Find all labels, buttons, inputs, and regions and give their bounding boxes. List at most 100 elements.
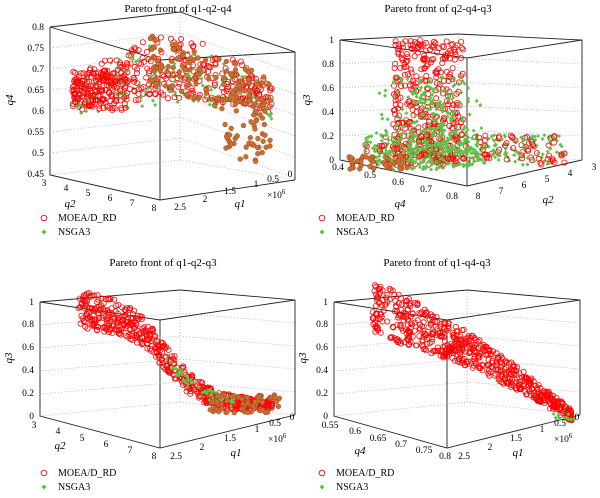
scatter-point-moead <box>422 47 429 54</box>
grid-line <box>39 381 181 395</box>
scatter-point-moead <box>96 105 103 112</box>
scatter-point-moead <box>532 392 539 399</box>
scatter-point-nsga3 <box>474 99 479 103</box>
scatter-point-nsga3 <box>398 116 403 121</box>
scatter-point-moead <box>430 329 437 336</box>
scatter-point-nsga3 <box>429 80 433 85</box>
scatter-point-moead <box>404 100 411 107</box>
scatter-point-moead <box>126 306 133 313</box>
y-axis-label: q2 <box>543 194 555 206</box>
scatter-point-moead <box>96 102 103 109</box>
scatter-point-moead <box>147 58 154 65</box>
scatter-point-nsga3 <box>479 126 484 131</box>
scatter-point-moead <box>157 34 164 41</box>
scatter-point-moead <box>79 78 86 85</box>
scatter-point-moead <box>402 153 409 160</box>
scatter-point-moead <box>435 85 442 92</box>
scatter-point-nsga3 <box>440 151 445 156</box>
scatter-point-moead <box>228 72 235 78</box>
scatter-point-moead <box>522 374 529 381</box>
scatter-point-moead <box>549 403 556 410</box>
legend-label: NSGA3 <box>58 227 90 238</box>
scatter-point-nsga3 <box>435 87 440 92</box>
scatter-point-moead <box>458 45 465 52</box>
scatter-point-nsga3 <box>433 129 438 134</box>
scatter-point-nsga3 <box>451 164 456 169</box>
scatter-point-moead <box>209 57 216 64</box>
scatter-point-moead <box>123 60 130 67</box>
tick-label: 4 <box>64 184 69 194</box>
scatter-point-moead <box>176 69 183 75</box>
scatter-point-nsga3 <box>424 97 429 102</box>
scatter-point-moead <box>527 378 534 385</box>
scatter-point-moead <box>261 121 267 128</box>
scatter-point-moead <box>102 296 109 303</box>
scatter-point-moead <box>111 296 118 303</box>
scatter-point-moead <box>441 54 448 61</box>
scatter-point-moead <box>380 307 387 314</box>
scatter-point-moead <box>267 137 273 143</box>
scatter-point-moead <box>503 156 510 163</box>
scatter-point-moead <box>175 55 181 61</box>
scatter-point-moead <box>457 336 464 343</box>
scatter-point-nsga3 <box>445 136 450 141</box>
scatter-point-nsga3 <box>474 152 479 157</box>
scatter-point-nsga3 <box>178 367 182 372</box>
tick-label: 1 <box>323 298 328 308</box>
scatter-point-nsga3 <box>478 103 483 108</box>
scatter-point-nsga3 <box>466 135 471 140</box>
scatter-point-nsga3 <box>431 127 436 132</box>
scatter-point-moead <box>224 409 230 415</box>
scatter-point-moead <box>379 287 386 294</box>
scatter-point-moead <box>484 361 491 368</box>
tick-label: 4 <box>56 427 61 437</box>
scatter-point-moead <box>75 305 82 312</box>
scatter-point-moead <box>392 97 399 104</box>
scatter-point-nsga3 <box>440 121 445 126</box>
scatter-point-moead <box>268 85 275 92</box>
scatter-point-moead <box>421 55 428 62</box>
scatter-point-nsga3 <box>117 57 122 62</box>
scatter-point-moead <box>433 80 440 87</box>
scatter-point-nsga3 <box>457 147 462 152</box>
scatter-point-moead <box>177 73 183 80</box>
scatter-point-nsga3 <box>475 140 480 144</box>
scatter-point-moead <box>470 344 477 351</box>
tick-label: 0 <box>288 170 293 180</box>
scatter-point-moead <box>114 314 121 321</box>
scatter-point-moead <box>371 165 377 172</box>
scatter-point-moead <box>79 106 86 113</box>
scatter-point-moead <box>249 141 255 147</box>
scatter-point-moead <box>367 156 373 162</box>
legend-marker-nsga3 <box>41 484 47 490</box>
scatter-point-moead <box>122 318 129 325</box>
scatter-point-nsga3 <box>418 78 423 83</box>
scatter-point-moead <box>171 94 178 101</box>
scatter-point-nsga3 <box>460 116 465 121</box>
scatter-point-moead <box>407 338 414 345</box>
scatter-point-nsga3 <box>446 92 450 97</box>
scatter-point-moead <box>271 394 278 401</box>
scatter-point-moead <box>444 50 451 57</box>
scatter-point-nsga3 <box>211 389 216 394</box>
scatter-point-moead <box>492 370 499 377</box>
scatter-point-moead <box>77 304 84 311</box>
scatter-point-moead <box>115 301 122 308</box>
scatter-point-moead <box>86 70 93 77</box>
scatter-point-nsga3 <box>493 155 498 160</box>
scatter-point-nsga3 <box>440 124 445 129</box>
scatter-point-nsga3 <box>470 136 475 141</box>
x-tick-labels: 0.4 0.5 0.6 0.7 0.8 <box>332 163 458 202</box>
scatter-point-moead <box>263 93 270 100</box>
scatter-point-moead <box>95 74 102 81</box>
scatter-point-moead <box>134 66 141 73</box>
scatter-point-moead <box>92 70 99 77</box>
scatter-point-moead <box>123 332 130 339</box>
scatter-point-nsga3 <box>405 159 410 164</box>
scatter-point-nsga3 <box>554 150 559 155</box>
scatter-point-moead <box>417 37 424 44</box>
scatter-point-nsga3 <box>376 162 381 167</box>
scatter-point-moead <box>239 396 245 402</box>
scatter-point-moead <box>90 320 97 327</box>
scatter-point-moead <box>510 144 517 151</box>
